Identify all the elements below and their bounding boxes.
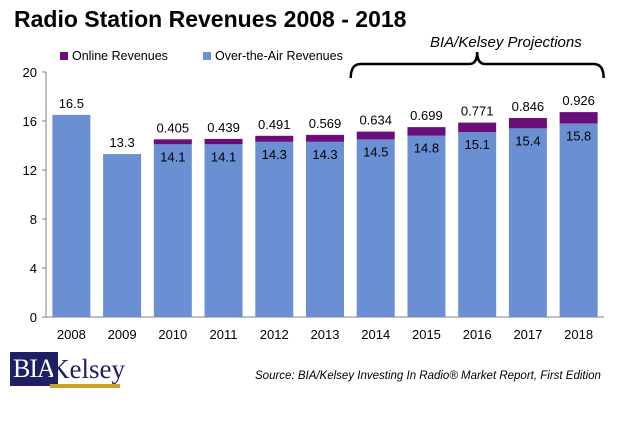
data-label-online-2012: 0.491 bbox=[258, 117, 291, 132]
data-label-online-2016: 0.771 bbox=[461, 104, 494, 119]
y-tick-label: 12 bbox=[23, 163, 37, 178]
y-tick-label: 8 bbox=[30, 212, 37, 227]
bar-online-2015 bbox=[407, 127, 446, 136]
bar-ota-2015 bbox=[407, 135, 446, 317]
logo-underline bbox=[50, 384, 120, 388]
data-label-ota-2012: 14.3 bbox=[262, 147, 287, 162]
chart-title: Radio Station Revenues 2008 - 2018 bbox=[14, 6, 407, 32]
x-tick-label-2015: 2015 bbox=[412, 327, 441, 342]
data-label-ota-2009: 13.3 bbox=[109, 135, 134, 150]
data-label-ota-2013: 14.3 bbox=[312, 147, 337, 162]
bar-ota-2014 bbox=[356, 139, 395, 317]
bar-online-2017 bbox=[508, 117, 547, 129]
bar-online-2012 bbox=[255, 135, 294, 142]
data-label-online-2018: 0.926 bbox=[562, 93, 595, 108]
data-label-online-2017: 0.846 bbox=[512, 99, 545, 114]
y-tick-label: 16 bbox=[23, 114, 37, 129]
legend-ota-label: Over-the-Air Revenues bbox=[215, 49, 343, 63]
bar-ota-2013 bbox=[306, 141, 344, 317]
y-tick-label: 20 bbox=[23, 65, 37, 80]
bar-online-2014 bbox=[356, 131, 395, 140]
x-tick-label-2012: 2012 bbox=[260, 327, 289, 342]
logo-kelsey-text: Kelsey bbox=[50, 354, 125, 384]
projection-bracket bbox=[349, 51, 605, 79]
bar-online-2018 bbox=[559, 112, 598, 124]
legend-online-swatch bbox=[60, 52, 68, 60]
data-label-online-2015: 0.699 bbox=[410, 108, 443, 123]
y-tick-label: 0 bbox=[30, 310, 37, 325]
source-note: Source: BIA/Kelsey Investing In Radio® M… bbox=[255, 370, 601, 382]
data-label-ota-2010: 14.1 bbox=[160, 149, 185, 164]
bar-ota-2011 bbox=[204, 144, 243, 317]
x-tick-label-2013: 2013 bbox=[311, 327, 340, 342]
data-label-ota-2011: 14.1 bbox=[211, 149, 236, 164]
legend-ota-swatch bbox=[203, 52, 211, 60]
bar-ota-2017 bbox=[508, 128, 547, 317]
bar-online-2016 bbox=[458, 122, 497, 133]
x-tick-label-2017: 2017 bbox=[513, 327, 542, 342]
x-tick-label-2011: 2011 bbox=[210, 327, 238, 342]
x-tick-label-2014: 2014 bbox=[361, 327, 390, 342]
bia-kelsey-logo: BIA Kelsey bbox=[10, 352, 125, 388]
bar-ota-2018 bbox=[559, 123, 598, 317]
data-label-online-2011: 0.439 bbox=[207, 120, 240, 135]
x-tick-label-2016: 2016 bbox=[463, 327, 492, 342]
x-tick-label-2010: 2010 bbox=[158, 327, 187, 342]
data-label-ota-2014: 14.5 bbox=[363, 144, 388, 159]
bar-ota-2012 bbox=[255, 141, 294, 317]
bar-chart: 0 4 8 12 16 20 16.5 2008 13.3 2009 0.405 14.1 2010 0.… bbox=[23, 49, 605, 342]
bar-online-2011 bbox=[204, 138, 243, 145]
bar-ota-2010 bbox=[153, 144, 192, 317]
data-label-ota-2017: 15.4 bbox=[515, 133, 540, 148]
bar-online-2010 bbox=[153, 139, 192, 145]
y-tick-label: 4 bbox=[30, 261, 37, 276]
projection-label: BIA/Kelsey Projections bbox=[430, 34, 582, 51]
data-label-ota-2015: 14.8 bbox=[414, 141, 439, 156]
x-tick-label-2018: 2018 bbox=[564, 327, 593, 342]
bar-ota-2009 bbox=[103, 154, 142, 317]
data-label-ota-2008: 16.5 bbox=[59, 96, 84, 111]
x-tick-label-2008: 2008 bbox=[57, 327, 86, 342]
data-label-ota-2018: 15.8 bbox=[566, 128, 591, 143]
legend-online-label: Online Revenues bbox=[72, 49, 168, 63]
data-label-ota-2016: 15.1 bbox=[465, 137, 490, 152]
data-label-online-2013: 0.569 bbox=[309, 116, 342, 131]
bar-ota-2008 bbox=[52, 114, 91, 317]
logo-bia-text: BIA bbox=[10, 352, 58, 386]
data-label-online-2010: 0.405 bbox=[157, 120, 190, 135]
bar-online-2013 bbox=[306, 134, 344, 142]
bar-ota-2016 bbox=[458, 132, 497, 317]
data-label-online-2014: 0.634 bbox=[359, 113, 392, 128]
x-tick-label-2009: 2009 bbox=[108, 327, 137, 342]
